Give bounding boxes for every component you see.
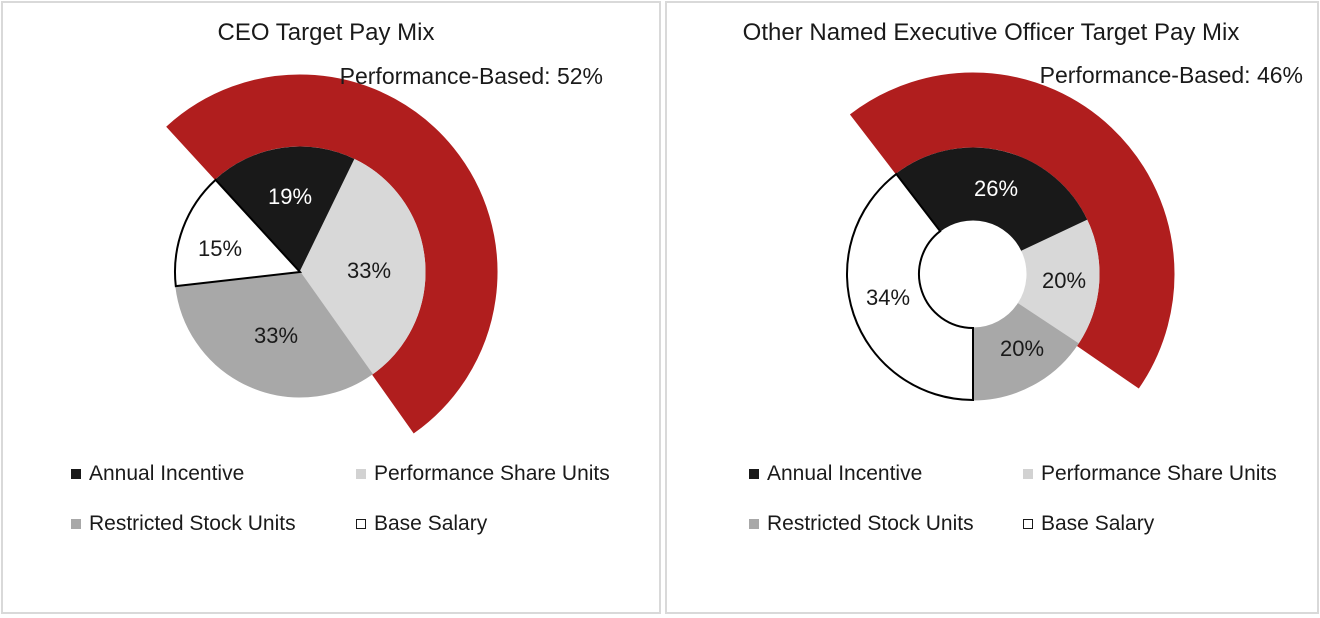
ceo-slice-value-label: 15% — [197, 236, 243, 261]
ceo-slice-value-label: 19% — [267, 184, 313, 209]
performance-share-units-swatch-icon — [1023, 469, 1033, 479]
annual-incentive-swatch-icon — [749, 469, 759, 479]
neo-slice-base-salary — [846, 172, 974, 402]
ceo-legend-item-base-salary: Base Salary — [356, 512, 487, 536]
neo-legend-item-annual-incentive: Annual Incentive — [749, 462, 922, 486]
neo-slice-annual-incentive — [895, 147, 1088, 252]
neo-slice-value-label: 34% — [865, 285, 911, 310]
legend-label: Base Salary — [1041, 512, 1155, 535]
legend-label: Restricted Stock Units — [89, 512, 296, 535]
restricted-stock-units-swatch-icon — [71, 519, 81, 529]
ceo-legend-item-performance-share-units: Performance Share Units — [356, 462, 610, 486]
ceo-performance-based-arc — [166, 74, 498, 434]
neo-legend-item-performance-share-units: Performance Share Units — [1023, 462, 1277, 486]
ceo-slice-value-label: 33% — [253, 323, 299, 348]
legend-label: Performance Share Units — [1041, 462, 1277, 485]
neo-performance-based-arc — [849, 72, 1175, 389]
legend-label: Annual Incentive — [89, 462, 245, 485]
annual-incentive-swatch-icon — [71, 469, 81, 479]
neo-slice-value-label: 26% — [973, 176, 1019, 201]
restricted-stock-units-swatch-icon — [749, 519, 759, 529]
ceo-chart-title: CEO Target Pay Mix — [217, 19, 435, 46]
neo-slice-restricted-stock-units — [972, 303, 1079, 401]
performance-share-units-swatch-icon — [356, 469, 366, 479]
neo-legend-item-base-salary: Base Salary — [1023, 512, 1154, 536]
legend-label: Restricted Stock Units — [767, 512, 974, 535]
neo-performance-based-label: Performance-Based: 46% — [1039, 62, 1303, 88]
ceo-slice-restricted-stock-units — [175, 271, 373, 398]
ceo-slice-value-label: 33% — [346, 258, 392, 283]
ceo-performance-based-label: Performance-Based: 52% — [339, 63, 603, 89]
ceo-slice-performance-share-units — [299, 158, 426, 375]
legend-label: Performance Share Units — [374, 462, 610, 485]
ceo-legend-item-annual-incentive: Annual Incentive — [71, 462, 244, 486]
legend-label: Base Salary — [374, 512, 488, 535]
neo-slice-value-label: 20% — [999, 336, 1045, 361]
neo-slice-value-label: 20% — [1041, 268, 1087, 293]
base-salary-swatch-icon — [1023, 519, 1033, 529]
base-salary-swatch-icon — [356, 519, 366, 529]
ceo-slice-base-salary — [174, 178, 303, 288]
neo-legend-item-restricted-stock-units: Restricted Stock Units — [749, 512, 974, 536]
ceo-slice-annual-incentive — [214, 146, 356, 273]
ceo-legend-item-restricted-stock-units: Restricted Stock Units — [71, 512, 296, 536]
legend-label: Annual Incentive — [767, 462, 923, 485]
neo-chart-title: Other Named Executive Officer Target Pay… — [742, 19, 1240, 46]
